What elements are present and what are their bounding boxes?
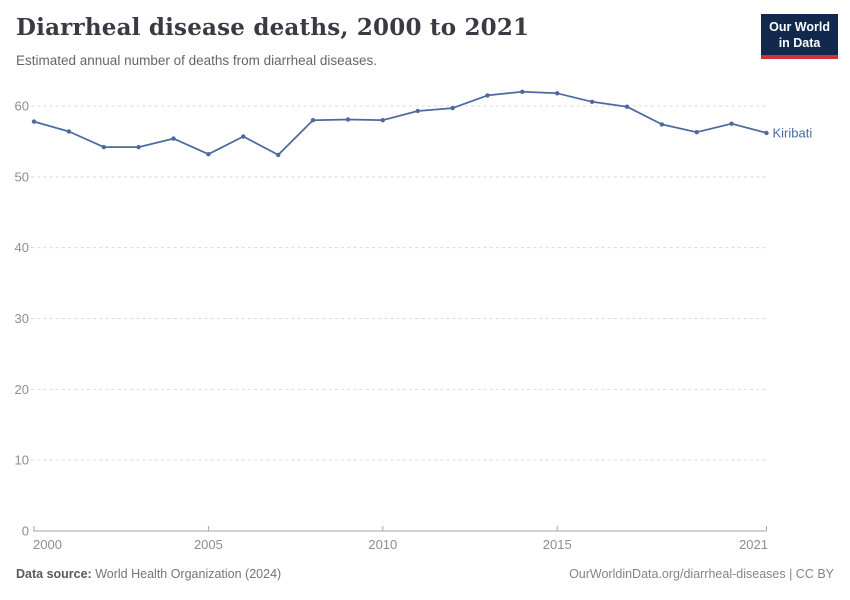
data-point — [520, 89, 525, 94]
data-point — [380, 118, 385, 123]
line-chart: 0 10 20 30 40 50 60 2000 2005 2010 2015 2021 Kiribat… — [15, 89, 813, 552]
data-point — [729, 121, 734, 126]
data-point — [31, 119, 37, 124]
x-tick-label: 2015 — [543, 537, 572, 552]
x-tick-label: 2005 — [194, 537, 223, 552]
owid-logo-line1: Our World — [769, 20, 830, 34]
data-point — [450, 105, 455, 111]
data-point — [101, 144, 107, 150]
attribution-link[interactable]: OurWorldinData.org/diarrheal-diseases | … — [569, 567, 834, 581]
chart-subtitle: Estimated annual number of deaths from d… — [16, 53, 377, 68]
data-point — [415, 108, 420, 114]
data-point — [624, 104, 630, 109]
data-point — [66, 129, 72, 134]
y-tick-label: 40 — [15, 240, 29, 255]
x-axis-labels: 2000 2005 2010 2015 2021 — [33, 537, 768, 552]
y-tick-label: 0 — [22, 524, 29, 539]
data-point — [485, 93, 490, 98]
owid-logo-line2: in Data — [778, 36, 821, 50]
series-end-label: Kiribati — [773, 125, 813, 140]
data-point — [659, 122, 665, 127]
data-point — [206, 152, 211, 157]
x-tick-label: 2000 — [33, 537, 62, 552]
y-tick-label: 10 — [15, 453, 29, 468]
data-point — [764, 130, 769, 136]
data-point — [694, 130, 699, 135]
x-axis-ticks — [33, 526, 767, 531]
data-point — [555, 91, 560, 96]
data-source-text: World Health Organization (2024) — [95, 567, 282, 581]
y-tick-label: 50 — [15, 169, 29, 184]
data-point — [589, 99, 595, 104]
data-point — [276, 152, 281, 158]
series-line — [33, 90, 768, 156]
data-point — [345, 117, 351, 122]
data-source-label: Data source: — [16, 567, 92, 581]
page-title: Diarrheal disease deaths, 2000 to 2021 — [16, 14, 530, 41]
data-point — [310, 118, 316, 123]
chart-footer: Data source: World Health Organization (… — [16, 567, 834, 581]
y-tick-label: 20 — [15, 382, 29, 397]
owid-logo[interactable]: Our World in Data — [761, 14, 838, 59]
y-tick-label: 60 — [15, 99, 29, 114]
x-tick-label: 2010 — [368, 537, 397, 552]
gridlines — [31, 105, 768, 532]
y-tick-label: 30 — [15, 311, 29, 326]
data-source: Data source: World Health Organization (… — [16, 567, 281, 581]
series-kiribati: Kiribati — [31, 89, 813, 158]
data-point — [136, 144, 141, 150]
x-tick-label: 2021 — [739, 537, 768, 552]
y-axis-labels: 0 10 20 30 40 50 60 — [15, 99, 29, 539]
data-point — [241, 134, 246, 139]
data-point — [171, 136, 176, 141]
